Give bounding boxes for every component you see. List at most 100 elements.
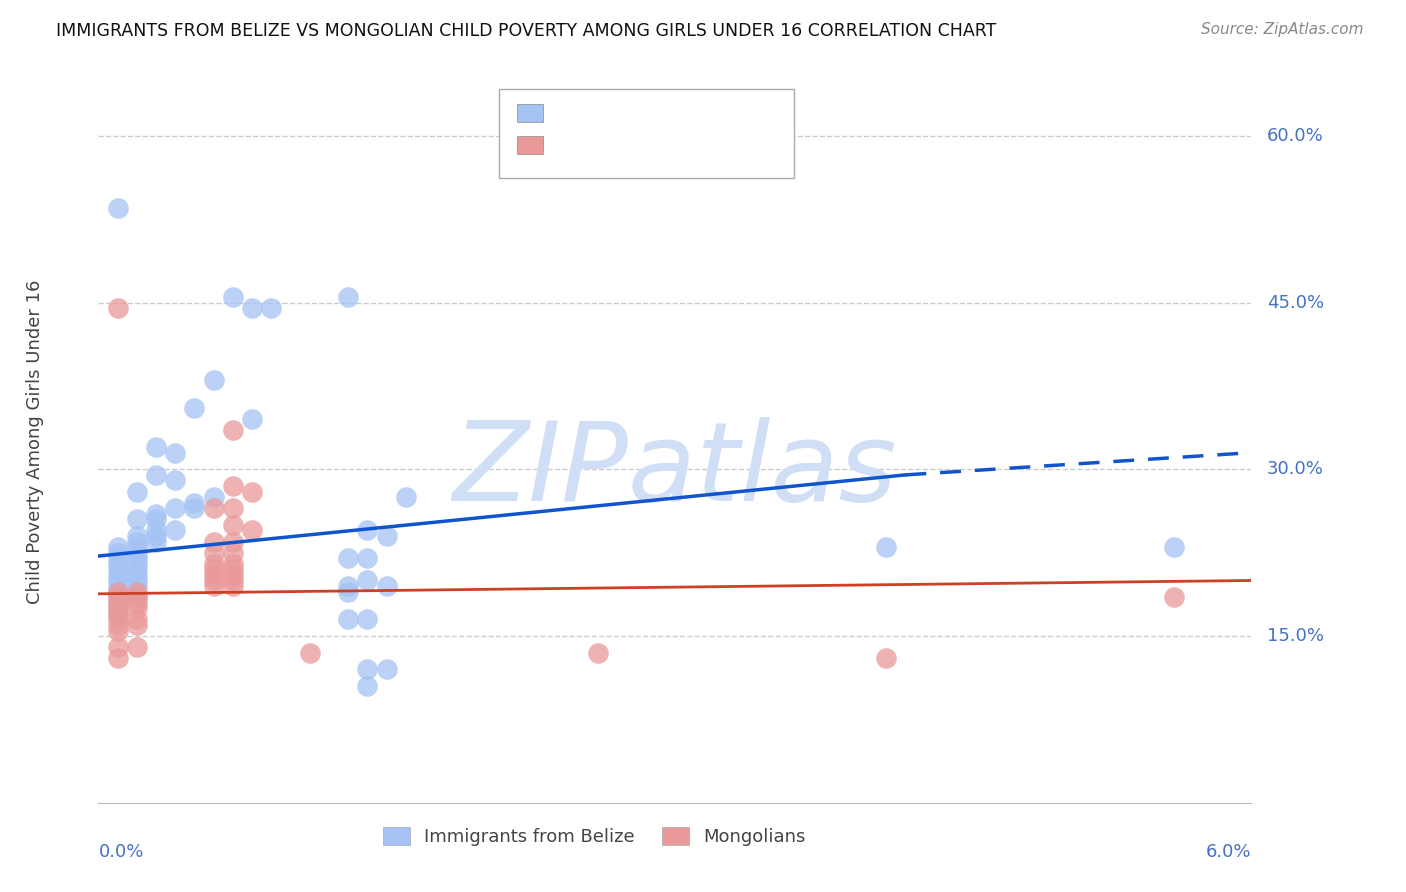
Point [165,445,187,459]
Point [165,501,187,516]
Point [125,596,148,610]
Point [240,301,263,315]
Point [125,562,148,576]
Point [356,662,378,676]
Point [145,512,167,526]
Point [375,579,398,593]
Point [875,651,897,665]
Point [222,557,245,571]
Text: 0.0%: 0.0% [98,843,143,861]
Point [183,496,205,510]
Point [145,507,167,521]
Point [125,584,148,599]
Point [222,534,245,549]
Point [337,579,360,593]
Point [107,584,129,599]
Point [107,596,129,610]
Point [240,484,263,499]
Point [183,401,205,416]
Point [202,562,225,576]
Text: Source: ZipAtlas.com: Source: ZipAtlas.com [1201,22,1364,37]
Point [107,607,129,621]
Point [222,424,245,438]
Point [875,540,897,554]
Point [107,590,129,604]
Point [356,574,378,588]
Point [107,601,129,615]
Point [107,601,129,615]
Text: 43: 43 [668,136,693,154]
Point [165,474,187,488]
Point [107,618,129,632]
Point [337,290,360,304]
Point [125,618,148,632]
Point [107,551,129,566]
Point [125,579,148,593]
Point [145,467,167,482]
Point [145,524,167,538]
Point [125,612,148,626]
Point [107,540,129,554]
Point [183,501,205,516]
Point [586,646,609,660]
Point [356,524,378,538]
Point [222,579,245,593]
Point [222,290,245,304]
Point [337,584,360,599]
Point [107,651,129,665]
Point [145,440,167,454]
Text: 6.0%: 6.0% [1206,843,1251,861]
Point [202,501,225,516]
Point [1163,540,1185,554]
Text: 15.0%: 15.0% [1267,627,1323,645]
Point [395,490,418,504]
Point [125,534,148,549]
Point [107,596,129,610]
Point [125,546,148,560]
Point [125,568,148,582]
Point [337,612,360,626]
Point [107,624,129,638]
Point [107,579,129,593]
Point [107,584,129,599]
Point [125,512,148,526]
Point [1163,590,1185,604]
Text: 0.018: 0.018 [579,136,637,154]
Text: R =: R = [551,104,591,122]
Point [107,201,129,215]
Point [222,501,245,516]
Point [240,412,263,426]
Text: N =: N = [640,136,679,154]
Point [202,557,225,571]
Point [125,574,148,588]
Point [260,301,283,315]
Point [356,679,378,693]
Point [202,490,225,504]
Point [125,557,148,571]
Point [107,574,129,588]
Point [356,612,378,626]
Point [107,607,129,621]
Text: 30.0%: 30.0% [1267,460,1323,478]
Point [202,579,225,593]
Point [125,590,148,604]
Point [298,646,321,660]
Point [125,540,148,554]
Point [222,517,245,532]
Point [222,574,245,588]
Point [222,546,245,560]
Point [202,568,225,582]
Point [107,568,129,582]
Point [125,601,148,615]
Point [222,479,245,493]
Text: R =: R = [551,136,591,154]
Point [165,524,187,538]
Point [202,534,225,549]
Legend: Immigrants from Belize, Mongolians: Immigrants from Belize, Mongolians [374,818,814,855]
Text: ZIPatlas: ZIPatlas [453,417,897,524]
Point [125,590,148,604]
Text: 45.0%: 45.0% [1267,293,1324,311]
Point [107,612,129,626]
Point [145,534,167,549]
Point [202,574,225,588]
